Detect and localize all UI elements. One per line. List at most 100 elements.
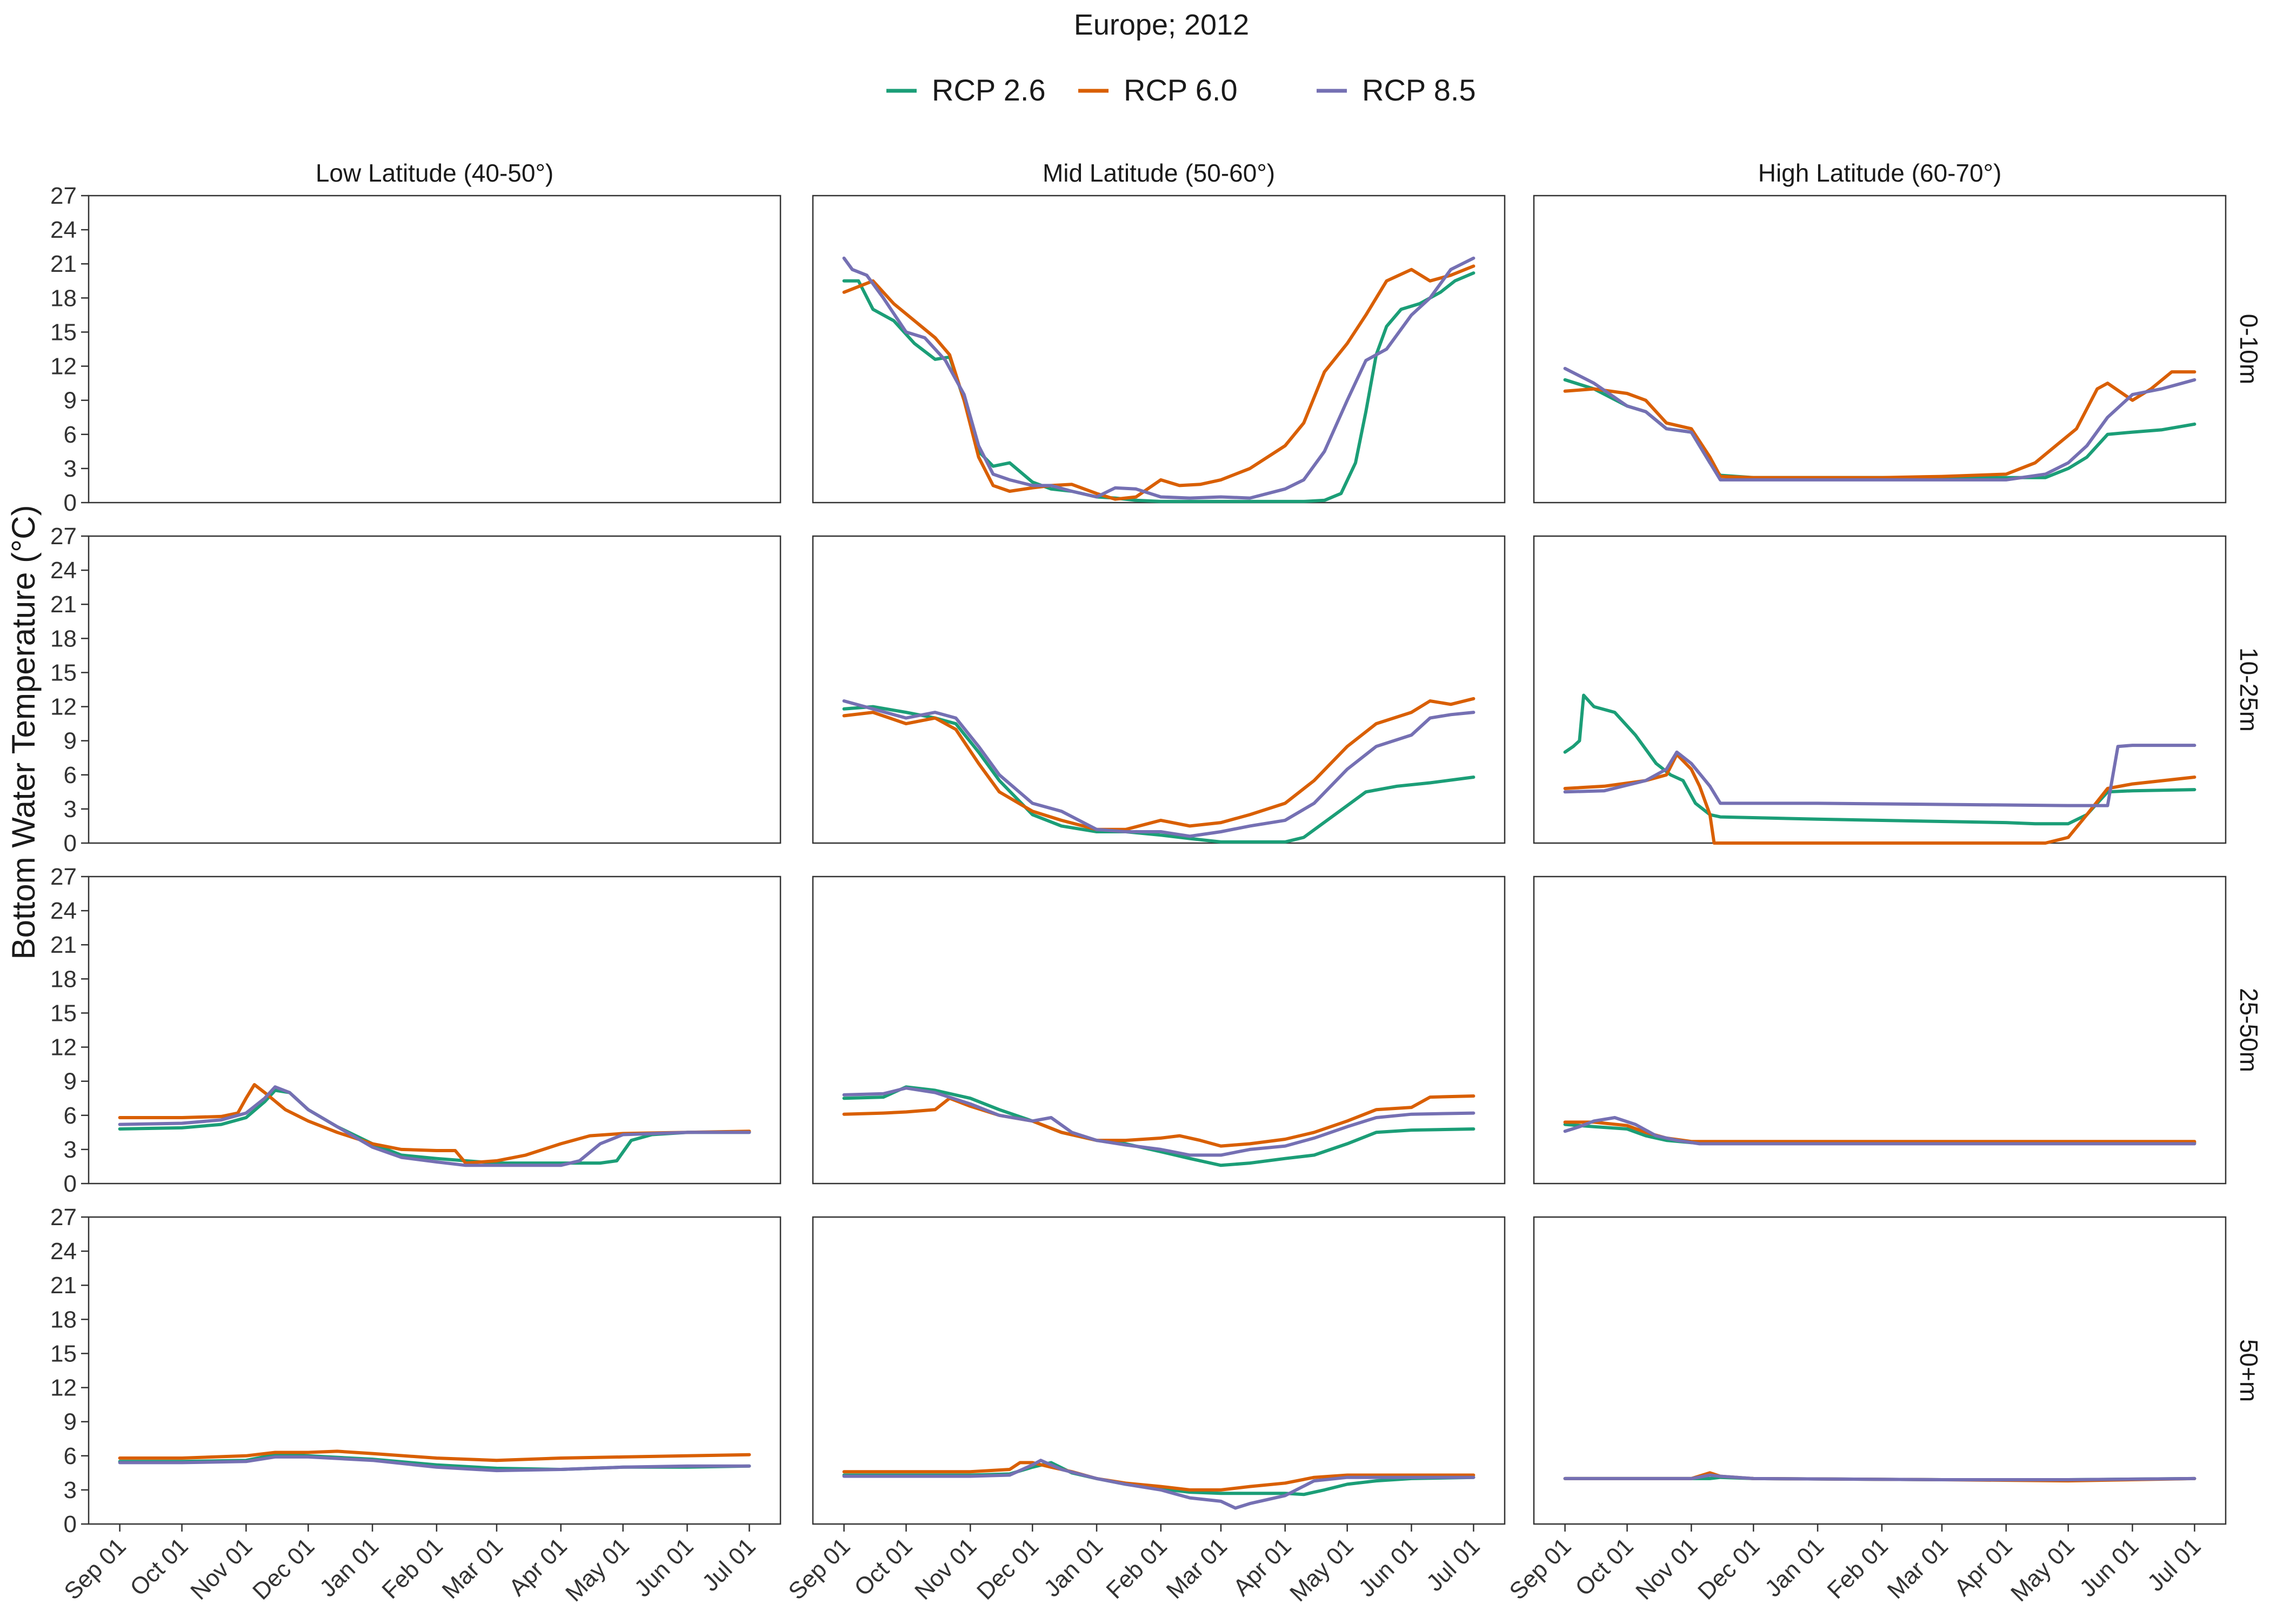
y-tick-label: 0 (64, 1511, 77, 1538)
series-line-rcp-8-5 (842, 1459, 1476, 1510)
series-line-rcp-6-0 (118, 1449, 751, 1462)
x-tick-label: Oct 01 (849, 1533, 917, 1601)
y-tick-label: 27 (50, 183, 77, 209)
panel-r0-c1 (812, 195, 1506, 504)
y-tick-label: 9 (64, 1409, 77, 1435)
row-strip-0-10m: 0-10m (2235, 314, 2263, 384)
x-tick-label: Apr 01 (1228, 1533, 1296, 1601)
x-tick-label: Sep 01 (59, 1533, 131, 1605)
y-tick-label: 21 (50, 1272, 77, 1299)
panel-r1-c1 (812, 535, 1506, 844)
y-tick-label: 3 (64, 1137, 77, 1163)
y-tick-label: 6 (64, 422, 77, 448)
y-tick-label: 0 (64, 1171, 77, 1197)
y-tick-label: 18 (50, 625, 77, 652)
y-axis-label: Bottom Water Temperature (°C) (5, 505, 42, 960)
x-tick-label: Feb 01 (1101, 1533, 1172, 1604)
y-tick-label: 0 (64, 830, 77, 857)
x-tick-label: Jun 01 (629, 1533, 698, 1602)
y-tick-label: 21 (50, 251, 77, 277)
y-tick-label: 6 (64, 762, 77, 788)
x-tick-label: Jun 01 (1353, 1533, 1423, 1602)
series-line-rcp-8-5 (118, 1085, 751, 1167)
column-strip-high-latitude-60-70: High Latitude (60-70°) (1758, 159, 2002, 187)
y-tick-label: 24 (50, 898, 77, 924)
y-tick-label: 18 (50, 1306, 77, 1333)
series-line-rcp-8-5 (842, 699, 1476, 838)
x-tick-label: Oct 01 (125, 1533, 193, 1601)
panel-r2-c2 (1533, 876, 2227, 1185)
y-tick-label: 27 (50, 864, 77, 890)
y-tick-label: 18 (50, 966, 77, 992)
series-line-rcp-8-5 (842, 256, 1476, 500)
panel-border (1533, 1216, 2227, 1525)
x-tick-label: Feb 01 (377, 1533, 448, 1604)
legend-item-rcp-2-6: RCP 2.6 (886, 73, 1046, 107)
y-tick-label: 12 (50, 353, 77, 380)
series-line-rcp-8-5 (1563, 1473, 2196, 1481)
legend-item-rcp-6-0: RCP 6.0 (1078, 73, 1238, 107)
panel-border (88, 1216, 782, 1525)
row-strip-10-25m: 10-25m (2235, 647, 2263, 732)
series-line-rcp-8-5 (1563, 366, 2196, 482)
series-line-rcp-6-0 (842, 264, 1476, 501)
series-line-rcp-6-0 (842, 1094, 1476, 1148)
y-tick-label: 21 (50, 932, 77, 958)
series-line-rcp-6-0 (118, 1083, 751, 1165)
x-tick-label: Nov 01 (1631, 1533, 1702, 1605)
x-tick-label: Apr 01 (504, 1533, 572, 1601)
y-tick-label: 24 (50, 217, 77, 243)
x-tick-label: Dec 01 (248, 1533, 319, 1605)
chart-title: Europe; 2012 (1074, 9, 1249, 41)
y-tick-label: 3 (64, 456, 77, 482)
series-line-rcp-8-5 (1563, 744, 2196, 807)
x-tick-label: Nov 01 (185, 1533, 257, 1605)
x-tick-label: Jul 01 (1421, 1533, 1485, 1596)
y-tick-label: 27 (50, 523, 77, 550)
y-tick-label: 9 (64, 1068, 77, 1095)
x-tick-label: Sep 01 (1504, 1533, 1576, 1605)
x-tick-label: Oct 01 (1570, 1533, 1638, 1601)
legend: RCP 2.6 RCP 6.0 RCP 8.5 (886, 73, 1476, 107)
x-tick-label: Dec 01 (1693, 1533, 1765, 1605)
series-line-rcp-6-0 (1563, 752, 2196, 845)
y-tick-label: 15 (50, 1340, 77, 1367)
x-tick-label: May 01 (560, 1533, 635, 1607)
legend-item-rcp-8-5: RCP 8.5 (1317, 73, 1476, 107)
x-tick-label: Mar 01 (1161, 1533, 1232, 1603)
x-tick-label: Feb 01 (1822, 1533, 1893, 1604)
series-line-rcp-2-6 (118, 1088, 751, 1165)
y-tick-label: 9 (64, 387, 77, 414)
x-tick-label: Jul 01 (2142, 1533, 2206, 1596)
y-tick-label: 15 (50, 319, 77, 345)
x-tick-label: Apr 01 (1949, 1533, 2017, 1601)
legend-label: RCP 8.5 (1362, 73, 1476, 107)
panel-border (1533, 535, 2227, 844)
x-tick-label: Jun 01 (2074, 1533, 2144, 1602)
y-tick-label: 12 (50, 694, 77, 720)
x-tick-label: Dec 01 (972, 1533, 1044, 1605)
y-tick-label: 3 (64, 796, 77, 823)
panel-r1-c2 (1533, 535, 2227, 845)
panel-border (812, 535, 1506, 844)
x-tick-label: Jan 01 (315, 1533, 384, 1602)
legend-label: RCP 2.6 (932, 73, 1046, 107)
series-line-rcp-8-5 (118, 1455, 751, 1473)
x-tick-label: Jul 01 (697, 1533, 761, 1596)
y-tick-label: 24 (50, 557, 77, 584)
series-line-rcp-8-5 (1563, 1116, 2196, 1146)
x-tick-label: Mar 01 (1882, 1533, 1953, 1603)
y-tick-label: 12 (50, 1375, 77, 1401)
y-tick-label: 15 (50, 1000, 77, 1026)
y-tick-label: 9 (64, 728, 77, 754)
series-line-rcp-8-5 (842, 1086, 1476, 1157)
x-tick-label: Jan 01 (1039, 1533, 1108, 1602)
row-strip-25-50m: 25-50m (2235, 988, 2263, 1072)
y-tick-label: 6 (64, 1443, 77, 1469)
x-tick-label: May 01 (1285, 1533, 1359, 1607)
series-line-rcp-6-0 (1563, 370, 2196, 479)
